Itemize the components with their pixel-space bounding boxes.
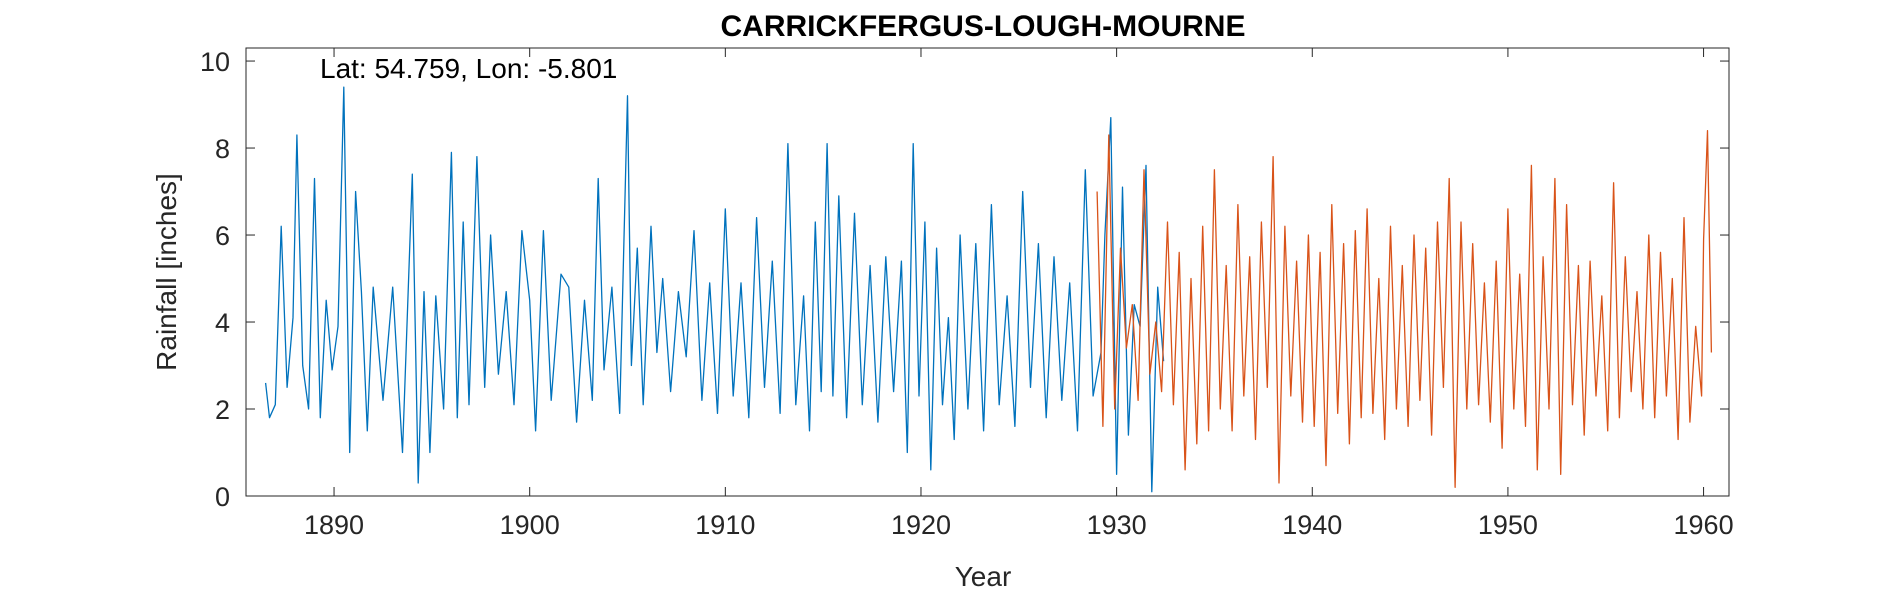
lat-lon-annotation: Lat: 54.759, Lon: -5.801 [320,53,617,84]
x-tick-label: 1920 [891,510,951,540]
x-tick-label: 1900 [500,510,560,540]
y-tick-label: 6 [215,221,230,251]
y-tick-label: 0 [215,482,230,512]
x-tick-label: 1890 [304,510,364,540]
x-tick-label: 1910 [695,510,755,540]
series-line-1 [264,86,1165,493]
series-line-2 [1096,129,1713,488]
x-tick-label: 1960 [1674,510,1734,540]
x-axis-ticks: 1890 1900 1910 1920 1930 1940 1950 1960 [304,48,1734,540]
x-tick-label: 1940 [1282,510,1342,540]
y-axis-label: Rainfall [inches] [151,173,182,371]
chart-title: CARRICKFERGUS-LOUGH-MOURNE [721,10,1246,43]
plot-area: 1890 1900 1910 1920 1930 1940 1950 1960 0 2 4 6 8 10 [200,47,1734,540]
y-tick-label: 8 [215,134,230,164]
y-tick-label: 4 [215,308,230,338]
x-tick-label: 1950 [1478,510,1538,540]
y-tick-label: 2 [215,395,230,425]
y-tick-label: 10 [200,47,230,77]
x-tick-label: 1930 [1087,510,1147,540]
axes-box [245,47,1730,497]
x-axis-label: Year [955,561,1012,591]
series-layer [264,86,1713,493]
y-axis-ticks: 0 2 4 6 8 10 [200,47,1729,512]
